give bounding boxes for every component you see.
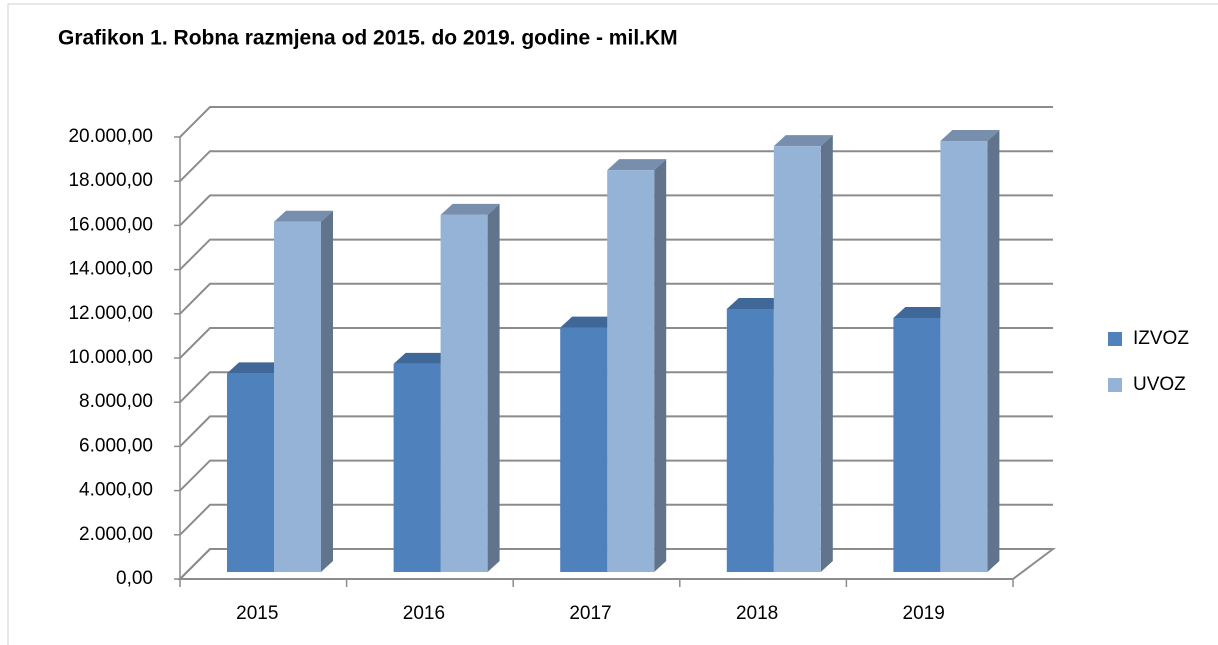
bar-side (820, 135, 833, 572)
bar (227, 373, 274, 572)
y-tick-label: 12.000,00 (68, 303, 153, 324)
y-tick-label: 2.000,00 (79, 524, 153, 545)
bar-top (274, 210, 333, 222)
grid-line (179, 150, 1053, 182)
bar (773, 146, 821, 572)
bar-side (987, 130, 1000, 573)
y-tick-label: 20.000,00 (68, 126, 153, 147)
legend-label: UVOZ (1133, 374, 1186, 395)
x-tick-label: 2018 (736, 603, 778, 624)
y-tick-label: 10.000,00 (68, 347, 153, 368)
bar-top (893, 306, 953, 318)
y-tick-label: 0,00 (116, 568, 153, 589)
bar (274, 221, 321, 572)
y-tick-label: 14.000,00 (68, 259, 153, 280)
grid-line (179, 106, 1053, 138)
bar (440, 214, 488, 572)
x-tick-label: 2015 (236, 603, 278, 624)
grid-line (179, 282, 1053, 315)
bar-top (227, 362, 286, 374)
bar (940, 141, 988, 573)
bar-top (393, 352, 453, 364)
x-tick-label: 2016 (403, 603, 445, 624)
bar (726, 309, 774, 572)
bar-top (560, 316, 620, 328)
bar-side (487, 203, 500, 572)
y-tick-label: 6.000,00 (79, 435, 153, 456)
legend-swatch (1108, 332, 1122, 346)
y-tick-label: 8.000,00 (79, 391, 153, 412)
bar-top (773, 135, 833, 147)
x-tick-label: 2019 (903, 603, 945, 624)
bar (893, 317, 941, 572)
bar-side (321, 210, 333, 572)
y-tick-label: 18.000,00 (68, 170, 153, 191)
y-tick-label: 4.000,00 (79, 480, 153, 501)
bar-top (726, 298, 786, 310)
legend-swatch (1108, 378, 1122, 392)
bar (560, 327, 608, 572)
grid-line (179, 238, 1053, 271)
grid-line (179, 194, 1053, 227)
bar-top (440, 203, 500, 215)
bar (607, 170, 655, 572)
bar-side (654, 159, 667, 572)
chart-title: Grafikon 1. Robna razmjena od 2015. do 2… (58, 27, 678, 50)
bar (393, 363, 441, 572)
y-tick-label: 16.000,00 (68, 214, 153, 235)
bar-top (940, 130, 1000, 142)
bar-top (607, 159, 667, 171)
legend-label: IZVOZ (1133, 328, 1189, 349)
x-tick-label: 2017 (569, 603, 611, 624)
